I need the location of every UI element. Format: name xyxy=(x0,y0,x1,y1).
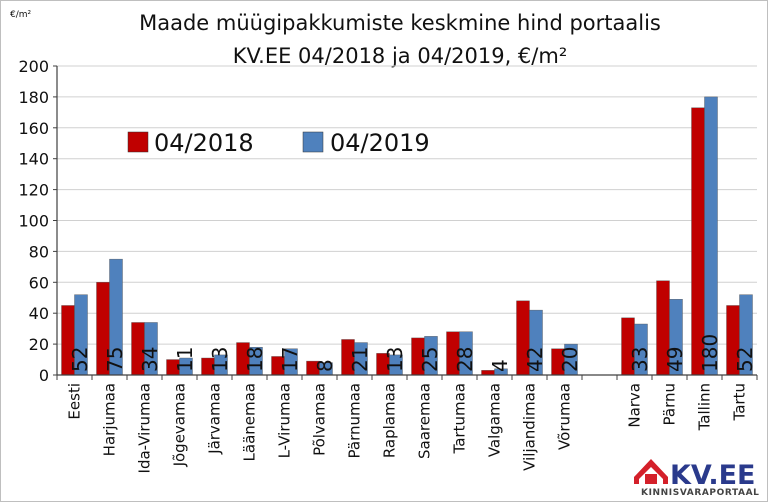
y-tick-label: 120 xyxy=(18,181,49,200)
x-category-label-valgamaa: Valgamaa xyxy=(486,383,504,457)
x-category-label-tartu: Tartu xyxy=(731,383,749,421)
data-label-viljandimaa: 42 xyxy=(523,347,547,372)
bar-2019-tallinn xyxy=(704,96,718,376)
data-label-järvamaa: 13 xyxy=(208,347,232,372)
data-label-eesti: 52 xyxy=(68,347,92,372)
legend: 04/2018 04/2019 xyxy=(127,129,430,157)
x-category-label-eesti: Eesti xyxy=(66,383,84,420)
data-label-jõgevamaa: 11 xyxy=(173,347,197,372)
data-label-võrumaa: 20 xyxy=(558,347,582,372)
y-tick-label: 160 xyxy=(18,119,49,138)
logo-text: KV.EE xyxy=(670,460,755,491)
x-category-label-narva: Narva xyxy=(626,383,644,428)
unit-label: €/m² xyxy=(10,10,32,20)
x-category-label-võrumaa: Võrumaa xyxy=(556,383,574,450)
x-category-label-järvamaa: Järvamaa xyxy=(206,383,224,455)
data-label-tallinn: 180 xyxy=(698,334,722,372)
data-label-pärnu: 49 xyxy=(663,347,687,372)
data-label-tartumaa: 28 xyxy=(453,347,477,372)
data-label-ida-virumaa: 34 xyxy=(138,347,162,372)
y-tick-label: 40 xyxy=(29,304,49,323)
data-label-valgamaa: 4 xyxy=(488,359,512,372)
y-tick-label: 180 xyxy=(18,88,49,107)
x-category-label-harjumaa: Harjumaa xyxy=(101,383,119,456)
data-label-pärnumaa: 21 xyxy=(348,347,372,372)
y-tick-label: 100 xyxy=(18,212,49,231)
legend-swatch-2018 xyxy=(127,131,149,153)
data-label-harjumaa: 75 xyxy=(103,347,127,372)
chart-title: Maade müügipakkumiste keskmine hind port… xyxy=(139,11,661,68)
y-tick-label: 140 xyxy=(18,150,49,169)
x-axis-categories: Eesti Harjumaa Ida-Virumaa Jõgevamaa Järvama… xyxy=(66,383,749,473)
legend-label-2018: 04/2018 xyxy=(154,129,254,157)
x-category-label-saaremaa: Saaremaa xyxy=(416,383,434,459)
x-category-label-tallinn: Tallinn xyxy=(696,383,714,431)
data-label-l-virumaa: 17 xyxy=(278,347,302,372)
x-category-label-pärnu: Pärnu xyxy=(661,383,679,425)
data-label-raplamaa: 13 xyxy=(383,347,407,372)
x-category-label-pärnumaa: Pärnumaa xyxy=(346,383,364,458)
x-category-label-l-virumaa: L-Virumaa xyxy=(276,383,294,458)
x-category-label-läänemaa: Läänemaa xyxy=(241,383,259,461)
x-category-label-põlvamaa: Põlvamaa xyxy=(311,383,329,456)
data-label-tartu: 52 xyxy=(733,347,757,372)
data-label-põlvamaa: 8 xyxy=(313,359,337,372)
x-category-label-viljandimaa: Viljandimaa xyxy=(521,383,539,471)
x-category-label-raplamaa: Raplamaa xyxy=(381,383,399,458)
x-category-label-tartumaa: Tartumaa xyxy=(451,383,469,454)
chart-title-line-2: KV.EE 04/2018 ja 04/2019, €/m² xyxy=(233,44,568,68)
data-label-narva: 33 xyxy=(628,347,652,372)
house-icon xyxy=(634,459,668,484)
y-tick-label: 0 xyxy=(39,366,49,385)
logo-subtext: KINNISVARAPORTAAL xyxy=(641,488,760,498)
y-axis-ticks: 0 20 40 60 80 100 120 140 160 180 200 xyxy=(18,57,49,385)
bars xyxy=(61,96,753,376)
kv-ee-logo[interactable]: KV.EE KINNISVARAPORTAAL xyxy=(634,459,760,498)
axes xyxy=(53,65,758,380)
chart-title-line-1: Maade müügipakkumiste keskmine hind port… xyxy=(139,11,661,35)
data-labels: 52 75 34 11 13 18 17 8 21 13 25 28 4 42 20 33 49 180 52 xyxy=(68,334,757,372)
x-category-label-ida-virumaa: Ida-Virumaa xyxy=(136,383,154,473)
legend-label-2019: 04/2019 xyxy=(330,129,430,157)
x-category-label-jõgevamaa: Jõgevamaa xyxy=(171,383,189,467)
data-label-saaremaa: 25 xyxy=(418,347,442,372)
y-tick-label: 60 xyxy=(29,273,49,292)
data-label-läänemaa: 18 xyxy=(243,347,267,372)
y-tick-label: 20 xyxy=(29,335,49,354)
legend-swatch-2019 xyxy=(302,131,324,153)
y-tick-label: 200 xyxy=(18,57,49,76)
y-tick-label: 80 xyxy=(29,242,49,261)
